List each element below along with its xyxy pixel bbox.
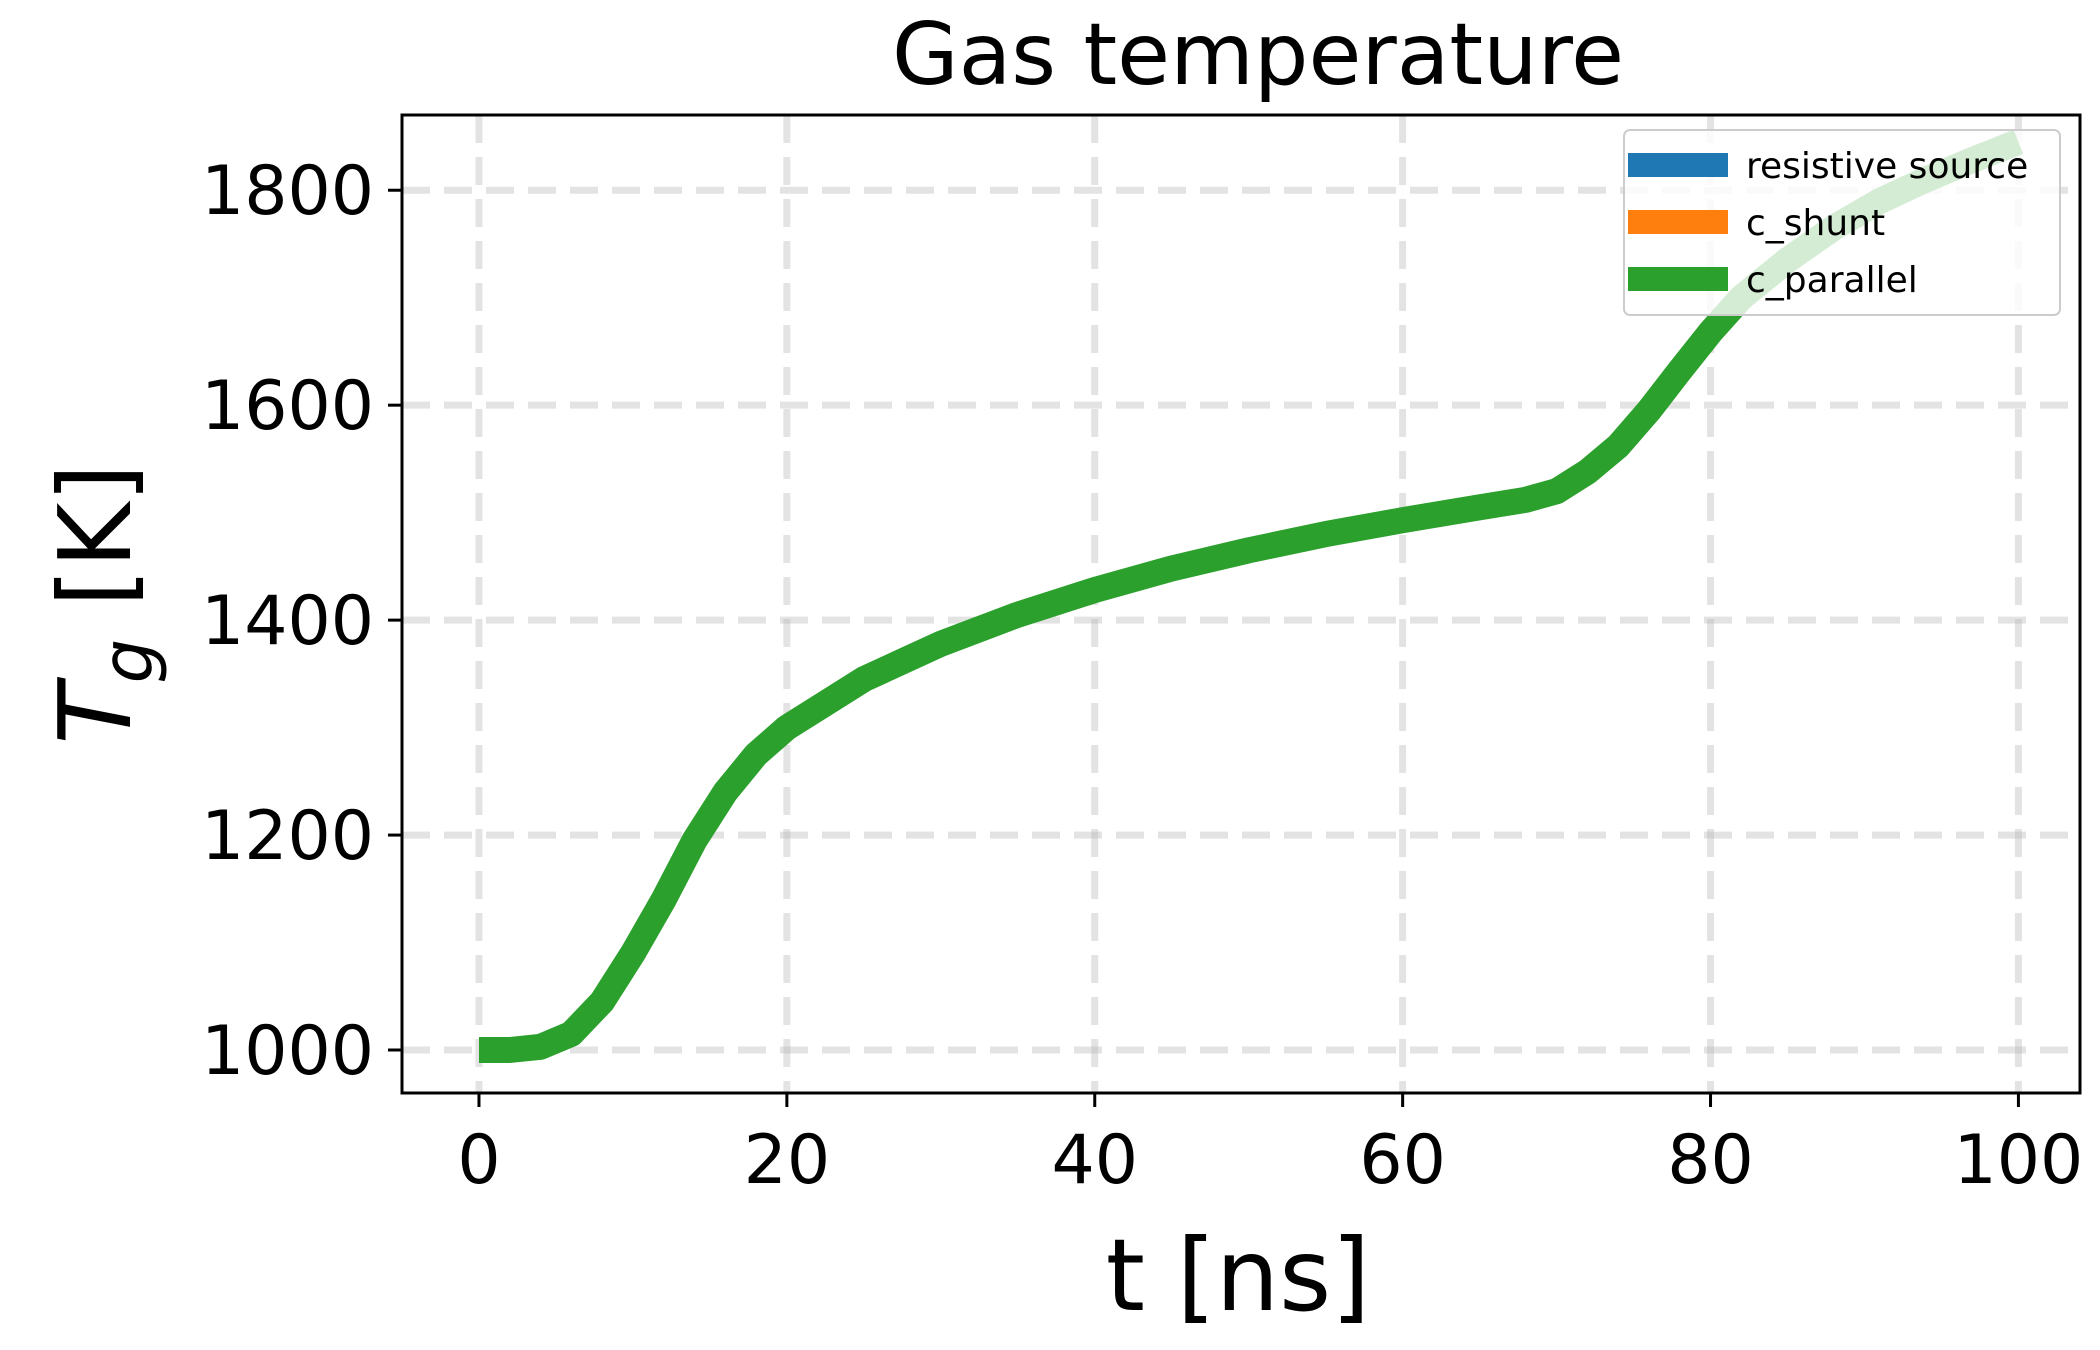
y-tick-label: 1200 [201,797,374,876]
x-tick-label: 20 [744,1121,831,1200]
x-axis-label: t [ns] [1106,1217,1371,1334]
y-axis-label-symbol: T [37,676,154,744]
legend-swatch-resistive-source [1628,153,1728,177]
y-tick-label: 1000 [201,1012,374,1091]
grid-layer [402,115,2080,1093]
x-tick-label: 80 [1667,1121,1754,1200]
y-axis-label-subscript: g [87,639,169,683]
plot-frame [400,113,2082,1095]
x-tick-label: 0 [457,1121,500,1200]
x-axis: 0 20 40 60 80 100 [457,1093,2083,1200]
chart-title: Gas temperature [892,5,1624,105]
y-tick-label: 1800 [201,152,374,231]
legend-label-c-parallel: c_parallel [1746,260,1918,301]
legend-swatch-c-parallel [1628,267,1728,291]
x-tick-label: 60 [1359,1121,1446,1200]
legend-label-c-shunt: c_shunt [1746,203,1885,244]
legend-label-resistive-source: resistive source [1746,146,2028,187]
legend-swatch-c-shunt [1628,210,1728,234]
y-axis-label-unit: [K] [37,464,154,639]
y-axis: 1000 1200 1400 1600 1800 [201,152,402,1091]
y-tick-label: 1400 [201,582,374,661]
y-axis-label: Tg [K] [37,464,169,745]
legend-box [1623,129,2061,316]
legend: resistive source c_shunt c_parallel [1623,129,2061,316]
y-tick-label: 1600 [201,367,374,446]
x-tick-label: 40 [1051,1121,1138,1200]
x-tick-label: 100 [1954,1121,2084,1200]
